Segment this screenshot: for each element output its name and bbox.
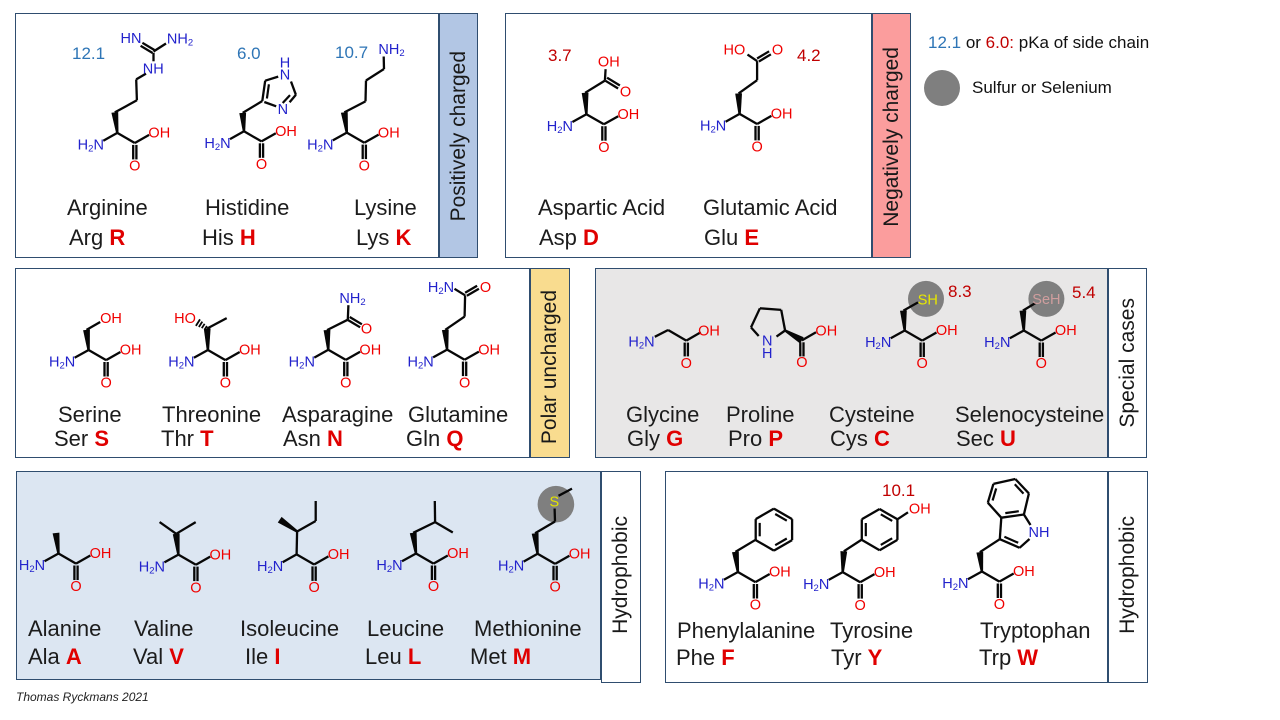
svg-text:O: O — [772, 43, 783, 59]
svg-text:OH: OH — [239, 343, 261, 359]
svg-text:O: O — [620, 85, 631, 101]
svg-text:OH: OH — [569, 547, 591, 563]
svg-text:H2N: H2N — [307, 137, 333, 154]
svg-text:O: O — [70, 579, 81, 595]
svg-text:OH: OH — [210, 547, 232, 563]
svg-text:OH: OH — [874, 565, 896, 581]
svg-text:SeH: SeH — [1032, 292, 1060, 308]
svg-text:H2N: H2N — [698, 577, 724, 594]
svg-text:N: N — [280, 68, 290, 84]
svg-text:OH: OH — [100, 311, 122, 327]
svg-text:NH2: NH2 — [378, 42, 404, 59]
svg-text:OH: OH — [769, 565, 791, 581]
svg-text:HN: HN — [121, 31, 142, 47]
svg-text:O: O — [549, 580, 560, 596]
svg-text:OH: OH — [909, 502, 931, 518]
svg-text:OH: OH — [378, 125, 400, 141]
svg-text:H2N: H2N — [498, 559, 524, 576]
svg-text:O: O — [190, 580, 201, 596]
svg-text:O: O — [751, 140, 762, 156]
svg-text:O: O — [129, 159, 140, 175]
svg-text:OH: OH — [328, 547, 350, 563]
svg-text:OH: OH — [771, 107, 793, 123]
svg-text:OH: OH — [148, 126, 170, 142]
svg-text:H2N: H2N — [547, 119, 573, 136]
svg-text:O: O — [681, 356, 692, 372]
svg-text:H2N: H2N — [628, 335, 654, 352]
svg-text:NH: NH — [1029, 525, 1050, 541]
svg-text:OH: OH — [598, 54, 620, 70]
svg-text:O: O — [480, 280, 491, 296]
svg-text:O: O — [796, 355, 807, 371]
svg-text:NH: NH — [143, 62, 164, 78]
svg-text:H2N: H2N — [257, 559, 283, 576]
svg-text:O: O — [361, 322, 372, 338]
svg-text:OH: OH — [815, 324, 837, 340]
svg-text:O: O — [256, 157, 267, 173]
svg-text:O: O — [917, 356, 928, 372]
svg-text:HO: HO — [724, 43, 746, 59]
svg-text:H2N: H2N — [289, 355, 315, 372]
svg-text:OH: OH — [618, 107, 640, 123]
svg-text:H: H — [762, 346, 772, 362]
svg-text:H2N: H2N — [139, 559, 165, 576]
svg-text:O: O — [855, 598, 866, 614]
svg-text:H2N: H2N — [803, 577, 829, 594]
svg-text:O: O — [1036, 356, 1047, 372]
svg-text:H2N: H2N — [428, 280, 454, 297]
svg-text:O: O — [359, 158, 370, 174]
svg-text:H2N: H2N — [407, 354, 433, 371]
svg-text:H2N: H2N — [942, 576, 968, 593]
svg-text:OH: OH — [936, 323, 958, 339]
svg-text:H2N: H2N — [984, 335, 1010, 352]
svg-text:O: O — [750, 598, 761, 614]
svg-text:H2N: H2N — [168, 355, 194, 372]
svg-text:O: O — [598, 140, 609, 156]
svg-text:H2N: H2N — [78, 138, 104, 155]
svg-text:OH: OH — [478, 342, 500, 358]
svg-text:O: O — [100, 376, 111, 392]
svg-text:OH: OH — [275, 124, 297, 140]
svg-text:HO: HO — [174, 311, 196, 327]
svg-text:OH: OH — [698, 324, 720, 340]
svg-text:N: N — [278, 102, 288, 118]
svg-text:OH: OH — [120, 343, 142, 359]
svg-text:SH: SH — [918, 293, 938, 309]
svg-text:H2N: H2N — [376, 558, 402, 575]
svg-text:O: O — [459, 375, 470, 391]
svg-text:OH: OH — [1055, 323, 1077, 339]
svg-text:OH: OH — [90, 546, 112, 562]
svg-text:O: O — [220, 376, 231, 392]
svg-text:H2N: H2N — [865, 335, 891, 352]
svg-text:OH: OH — [359, 343, 381, 359]
svg-text:H2N: H2N — [49, 355, 75, 372]
svg-text:H2N: H2N — [700, 119, 726, 136]
svg-text:NH2: NH2 — [339, 291, 365, 308]
svg-text:H: H — [280, 56, 290, 72]
svg-text:NH2: NH2 — [167, 32, 193, 49]
svg-text:H2N: H2N — [204, 136, 230, 153]
svg-text:OH: OH — [1013, 564, 1035, 580]
svg-text:O: O — [340, 376, 351, 392]
svg-text:OH: OH — [447, 546, 469, 562]
svg-text:N: N — [762, 334, 772, 350]
svg-text:O: O — [994, 597, 1005, 613]
svg-text:O: O — [308, 580, 319, 596]
svg-text:S: S — [549, 495, 559, 511]
svg-text:O: O — [428, 579, 439, 595]
svg-text:H2N: H2N — [19, 558, 45, 575]
